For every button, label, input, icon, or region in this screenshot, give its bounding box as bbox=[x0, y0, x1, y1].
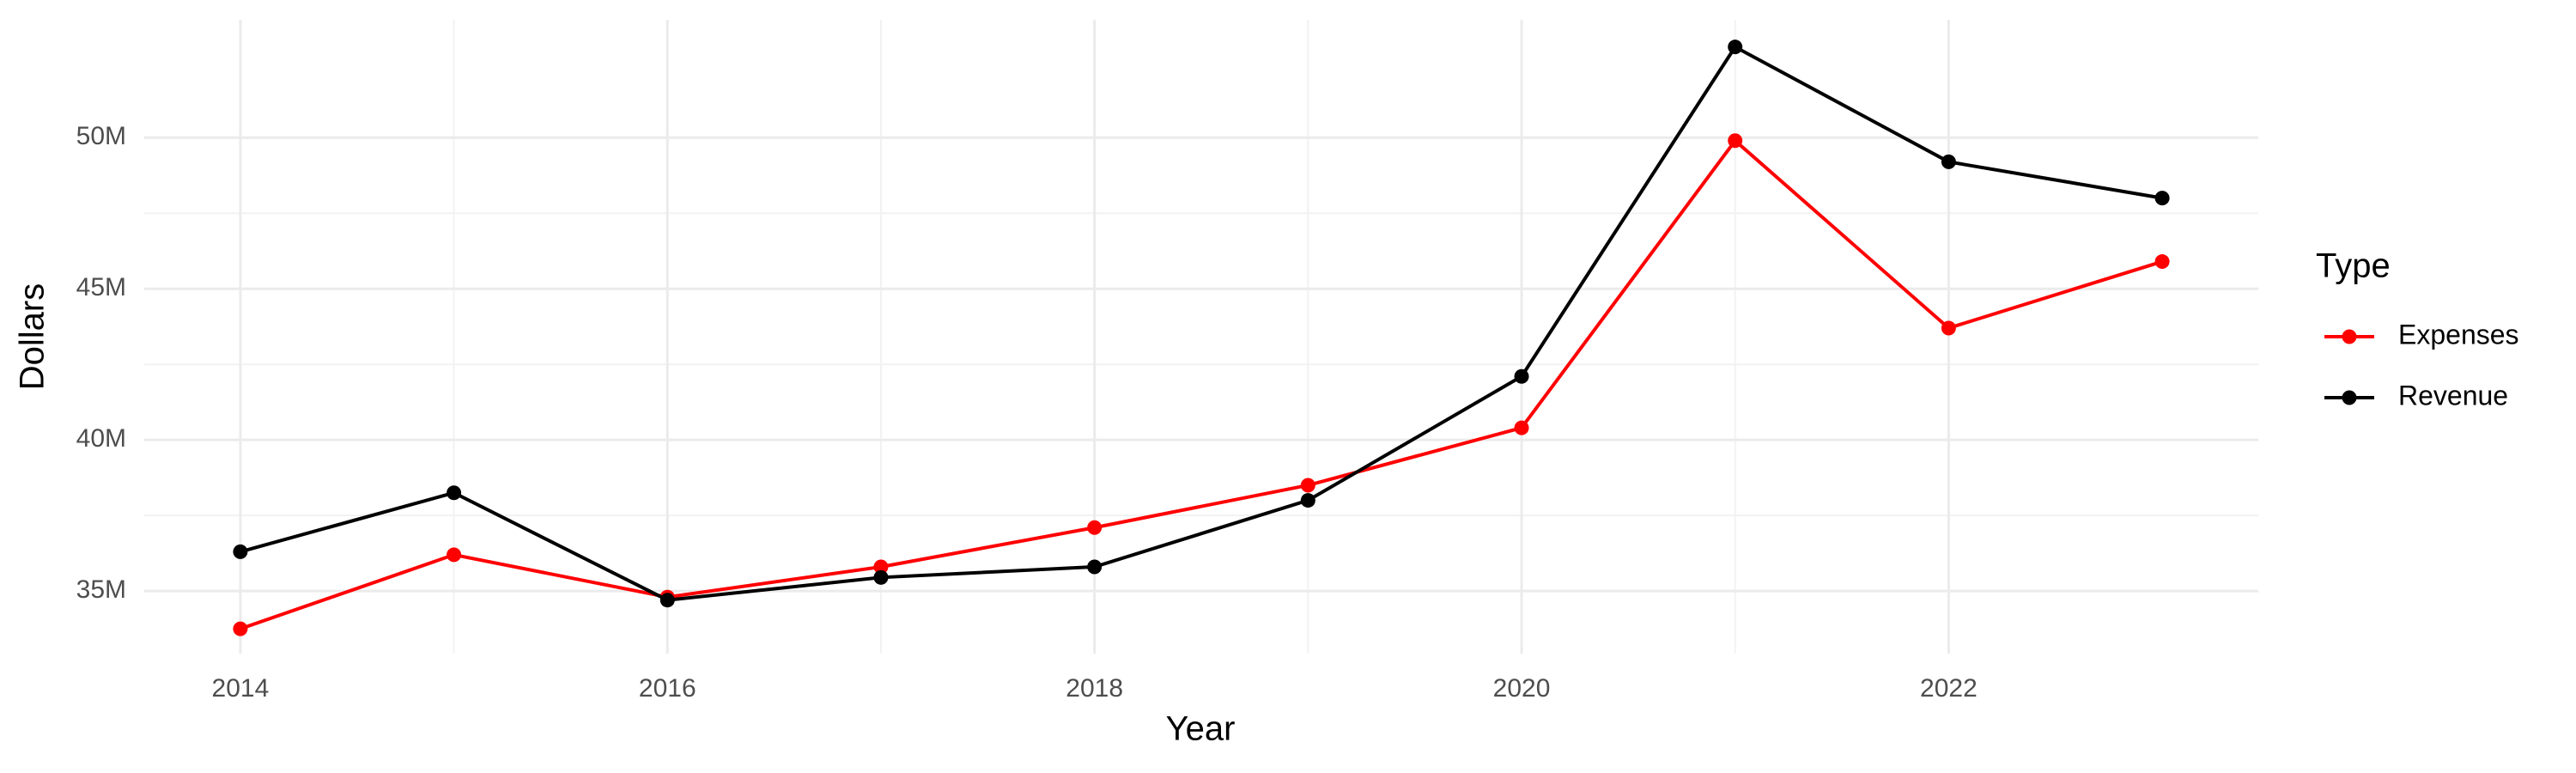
data-point bbox=[873, 559, 889, 575]
legend-marker bbox=[2342, 329, 2357, 344]
data-point bbox=[1514, 420, 1529, 435]
x-tick-label: 2014 bbox=[212, 674, 270, 703]
legend-label: Expenses bbox=[2398, 319, 2519, 350]
data-point bbox=[2154, 191, 2170, 206]
y-axis-title: Dollars bbox=[14, 283, 52, 390]
data-point bbox=[233, 544, 248, 559]
y-tick-label: 45M bbox=[76, 273, 126, 301]
legend-title: Type bbox=[2316, 247, 2391, 285]
data-point bbox=[1300, 493, 1315, 508]
y-tick-label: 35M bbox=[76, 575, 126, 604]
x-tick-label: 2020 bbox=[1493, 674, 1551, 703]
data-point bbox=[1514, 368, 1529, 384]
y-tick-label: 40M bbox=[76, 424, 126, 453]
x-axis-title: Year bbox=[1166, 710, 1236, 748]
data-point bbox=[447, 485, 462, 501]
x-tick-label: 2018 bbox=[1066, 674, 1123, 703]
data-point bbox=[1087, 520, 1103, 535]
series-line bbox=[240, 45, 2163, 602]
data-point bbox=[659, 593, 675, 608]
data-point bbox=[2154, 254, 2170, 270]
y-tick-label: 50M bbox=[76, 122, 126, 150]
data-point bbox=[1087, 559, 1103, 575]
data-point bbox=[447, 547, 462, 563]
data-point bbox=[1300, 478, 1315, 493]
series-line bbox=[240, 137, 2163, 631]
data-point bbox=[1728, 133, 1743, 149]
data-point bbox=[873, 569, 889, 585]
x-tick-label: 2016 bbox=[639, 674, 696, 703]
legend-label: Revenue bbox=[2398, 380, 2508, 411]
data-point bbox=[1941, 154, 1956, 169]
data-point bbox=[233, 621, 248, 636]
data-point bbox=[1941, 320, 1956, 336]
data-point bbox=[1728, 40, 1743, 55]
x-tick-label: 2022 bbox=[1920, 674, 1978, 703]
legend-marker bbox=[2342, 390, 2357, 405]
